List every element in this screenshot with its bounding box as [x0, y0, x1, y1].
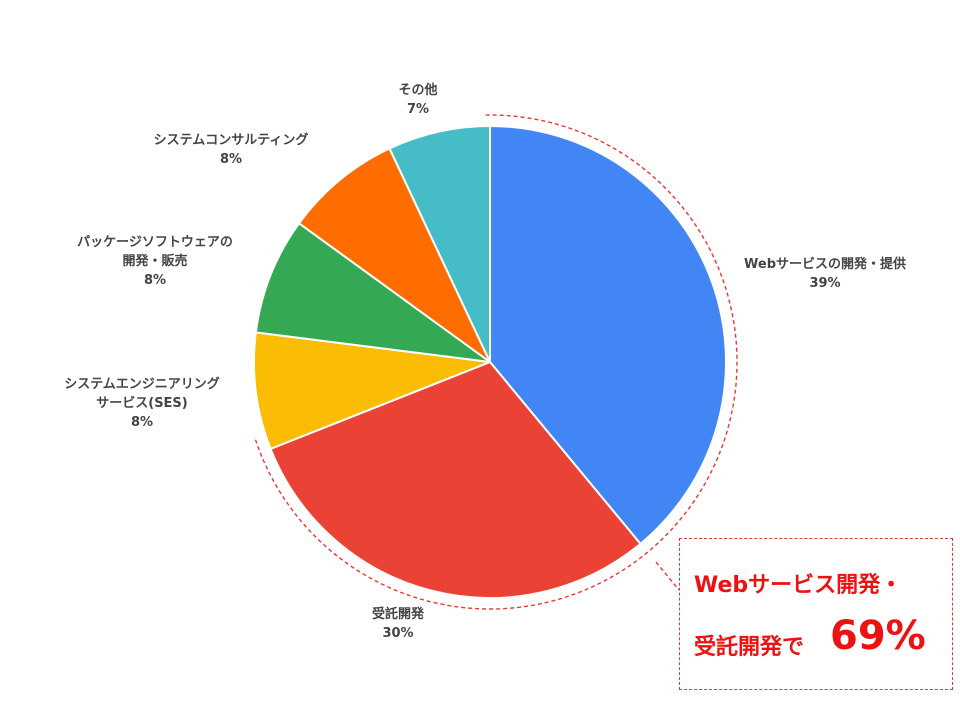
pie-slice-4 [297, 147, 491, 363]
pie-slice-2 [253, 331, 491, 451]
pie-slice-1 [269, 360, 642, 599]
callout-line-1: Webサービス開発・ [694, 573, 903, 598]
highlight-dashed-arc [253, 114, 738, 610]
pie-slice-0 [489, 124, 727, 546]
pie-slice-3 [254, 221, 491, 363]
slice-label-3: パッケージソフトウェアの開発・販売 8% [77, 235, 233, 288]
pie-slices [253, 124, 727, 599]
slice-label-0: Webサービスの開発・提供 39% [744, 256, 906, 291]
callout-box: Webサービス開発・ 受託開発で 69% [679, 538, 953, 690]
slice-labels: Webサービスの開発・提供 39% 受託開発 30% システムエンジニアリングサービス(… [64, 82, 906, 641]
callout-connector-line [655, 561, 680, 591]
callout-highlight-value: 69% [830, 613, 926, 659]
slice-label-1: 受託開発 30% [372, 606, 425, 641]
slice-label-2: システムエンジニアリングサービス(SES) 8% [64, 376, 220, 430]
pie-slice-5 [388, 124, 491, 363]
slice-label-4: システムコンサルティング 8% [154, 132, 309, 167]
callout-line-2: 受託開発で [694, 635, 805, 660]
slice-label-5: その他 7% [398, 82, 437, 117]
